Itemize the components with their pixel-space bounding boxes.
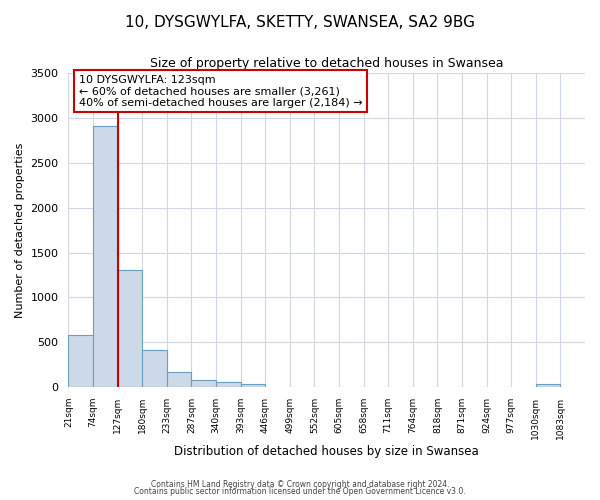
Bar — [118, 270, 142, 387]
Text: Contains public sector information licensed under the Open Government Licence v3: Contains public sector information licen… — [134, 488, 466, 496]
Bar — [68, 335, 93, 387]
Bar — [241, 384, 265, 387]
Bar — [142, 350, 167, 387]
Bar — [167, 372, 191, 387]
Bar — [216, 382, 241, 387]
Title: Size of property relative to detached houses in Swansea: Size of property relative to detached ho… — [150, 58, 503, 70]
Text: 10 DYSGWYLFA: 123sqm
← 60% of detached houses are smaller (3,261)
40% of semi-de: 10 DYSGWYLFA: 123sqm ← 60% of detached h… — [79, 74, 362, 108]
X-axis label: Distribution of detached houses by size in Swansea: Distribution of detached houses by size … — [175, 444, 479, 458]
Bar — [536, 384, 560, 387]
Y-axis label: Number of detached properties: Number of detached properties — [15, 142, 25, 318]
Text: Contains HM Land Registry data © Crown copyright and database right 2024.: Contains HM Land Registry data © Crown c… — [151, 480, 449, 489]
Bar — [93, 126, 118, 387]
Bar — [191, 380, 216, 387]
Text: 10, DYSGWYLFA, SKETTY, SWANSEA, SA2 9BG: 10, DYSGWYLFA, SKETTY, SWANSEA, SA2 9BG — [125, 15, 475, 30]
